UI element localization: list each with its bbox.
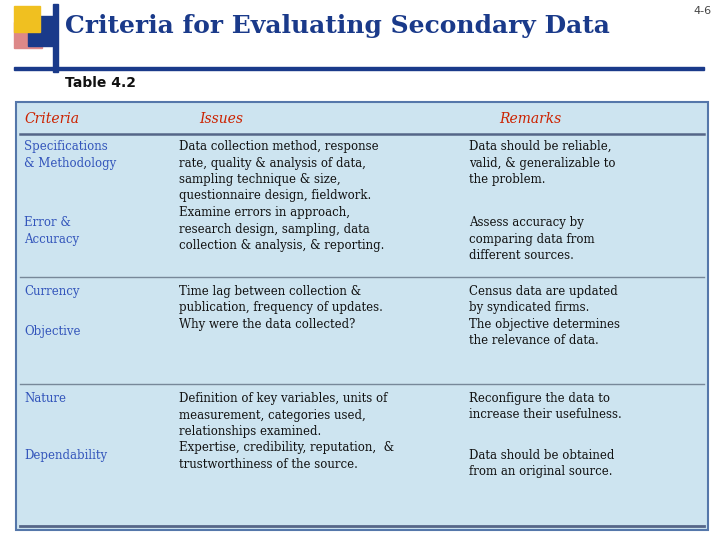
Text: Specifications
& Methodology: Specifications & Methodology bbox=[24, 140, 116, 170]
Text: Assess accuracy by
comparing data from
different sources.: Assess accuracy by comparing data from d… bbox=[469, 216, 595, 262]
Bar bbox=[14, 6, 40, 32]
Bar bbox=[14, 22, 42, 48]
Text: Remarks: Remarks bbox=[499, 112, 562, 126]
Text: Reconfigure the data to
increase their usefulness.: Reconfigure the data to increase their u… bbox=[469, 392, 622, 422]
Text: Data should be reliable,
valid, & generalizable to
the problem.: Data should be reliable, valid, & genera… bbox=[469, 140, 616, 186]
Bar bbox=[14, 67, 704, 70]
Text: Error &
Accuracy: Error & Accuracy bbox=[24, 216, 79, 246]
Text: Issues: Issues bbox=[199, 112, 243, 126]
Text: Data should be obtained
from an original source.: Data should be obtained from an original… bbox=[469, 449, 614, 478]
Text: Dependability: Dependability bbox=[24, 449, 107, 462]
Text: Definition of key variables, units of
measurement, categories used,
relationship: Definition of key variables, units of me… bbox=[179, 392, 394, 471]
Bar bbox=[28, 16, 56, 46]
Text: Data collection method, response
rate, quality & analysis of data,
sampling tech: Data collection method, response rate, q… bbox=[179, 140, 384, 252]
Bar bbox=[16, 102, 708, 530]
Text: 4-6: 4-6 bbox=[694, 6, 712, 16]
Text: Criteria: Criteria bbox=[24, 112, 79, 126]
Text: Census data are updated
by syndicated firms.
The objective determines
the releva: Census data are updated by syndicated fi… bbox=[469, 285, 620, 348]
Text: Nature: Nature bbox=[24, 392, 66, 405]
Text: Table 4.2: Table 4.2 bbox=[65, 76, 136, 90]
Text: Currency: Currency bbox=[24, 285, 79, 298]
Text: Objective: Objective bbox=[24, 325, 81, 338]
Bar bbox=[53, 4, 58, 72]
Text: Criteria for Evaluating Secondary Data: Criteria for Evaluating Secondary Data bbox=[65, 14, 610, 38]
Text: Time lag between collection &
publication, frequency of updates.
Why were the da: Time lag between collection & publicatio… bbox=[179, 285, 383, 331]
